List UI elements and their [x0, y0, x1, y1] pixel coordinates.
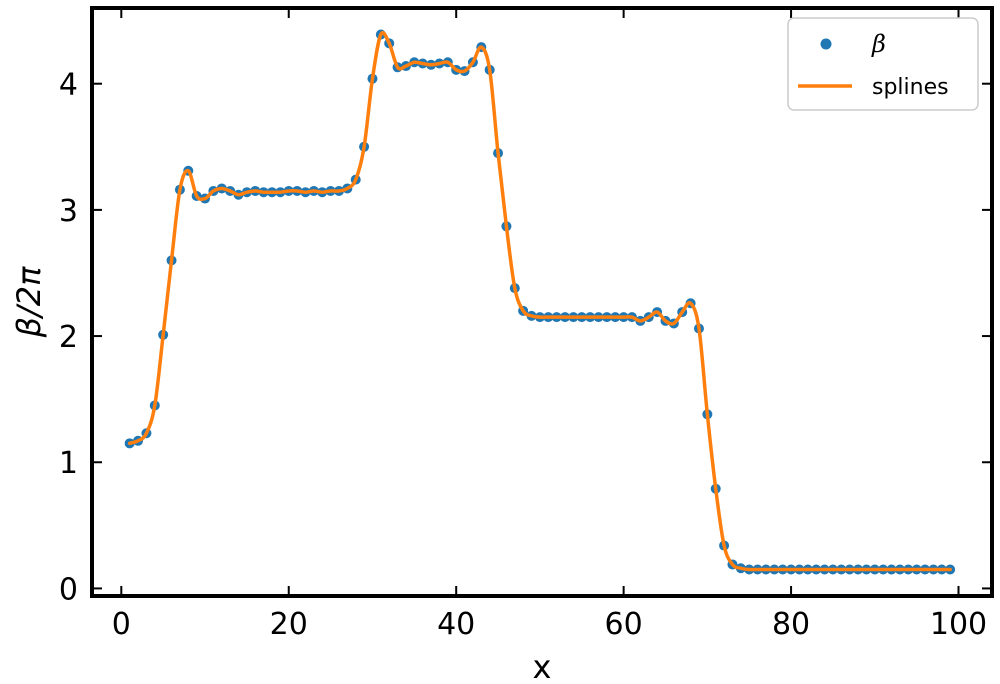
x-tick-label: 60: [605, 607, 643, 642]
axes-frame: [90, 6, 994, 598]
x-tick-label: 40: [437, 607, 475, 642]
y-tick-label: 1: [59, 446, 78, 481]
legend-label-beta: β: [871, 30, 886, 58]
y-tick-label: 2: [59, 320, 78, 355]
spline-line: [127, 30, 952, 572]
legend-label-splines: splines: [872, 75, 949, 100]
x-tick-label: 20: [270, 607, 308, 642]
y-axis-label: β/2π: [10, 266, 48, 339]
plot-area: [124, 29, 956, 575]
axis-ticks: 0 20 40 60 80 100 0 1 2 3 4: [59, 8, 992, 642]
y-tick-label: 0: [59, 572, 78, 607]
x-axis-label: x: [533, 648, 552, 684]
x-tick-label: 100: [930, 607, 987, 642]
y-tick-label: 3: [59, 194, 78, 229]
legend: β splines: [787, 17, 979, 111]
x-tick-label: 0: [112, 607, 131, 642]
y-tick-label: 4: [59, 68, 78, 103]
x-tick-label: 80: [772, 607, 810, 642]
legend-marker-points: [820, 38, 832, 50]
